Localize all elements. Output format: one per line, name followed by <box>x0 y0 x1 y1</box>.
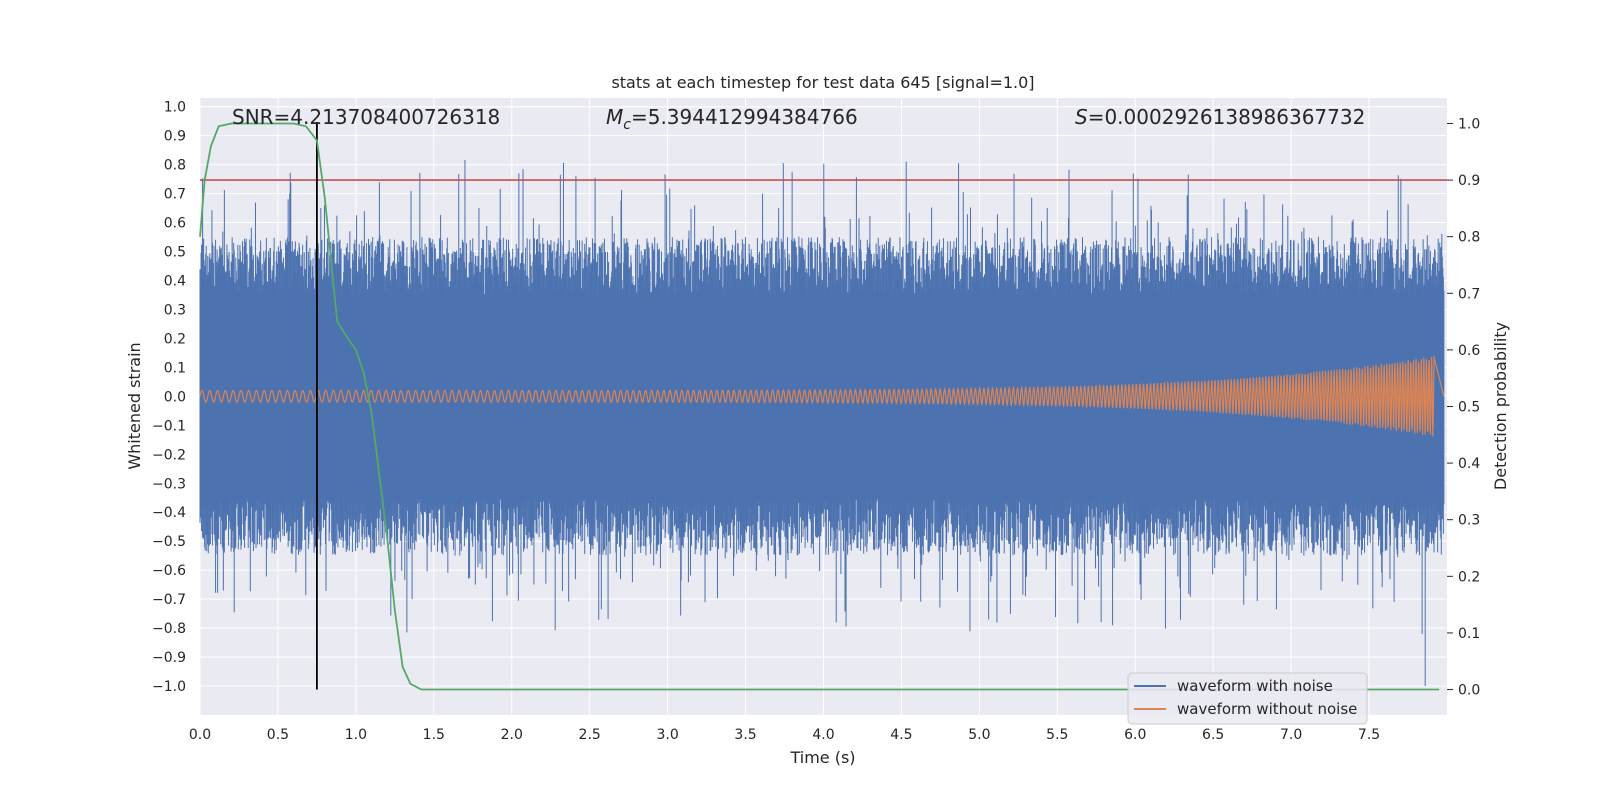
x-ticks: 0.0 0.5 1.0 1.5 2.0 2.5 3.0 3.5 4.0 4.5 5.0 5.5 6.0 6… <box>189 727 1380 743</box>
chirp-mass-value: =5.394412994384766 <box>631 105 858 129</box>
legend-label-noise: waveform with noise <box>1177 677 1333 695</box>
legend: waveform with noise waveform without noi… <box>1127 672 1368 725</box>
y-tick-label-left: 0.3 <box>164 302 186 318</box>
y-ticks-left: 1.0 0.9 0.8 0.7 0.6 0.5 0.4 0.3 0.2 0.1 0.0 −0.1 −0.… <box>152 100 186 695</box>
x-tick-label: 5.0 <box>968 727 990 743</box>
y-tick-label-right: 0.0 <box>1458 683 1480 699</box>
s-symbol: S <box>1075 105 1088 129</box>
x-tick-label: 4.0 <box>812 727 834 743</box>
y-tick-label-left: −0.9 <box>152 650 186 666</box>
y-tick-label-left: −0.3 <box>152 476 186 492</box>
x-tick-label: 4.5 <box>890 727 912 743</box>
x-tick-label: 5.5 <box>1046 727 1068 743</box>
y-tick-label-right: 0.7 <box>1458 286 1480 302</box>
y-tick-label-left: 1.0 <box>164 100 186 116</box>
y-tick-label-left: −0.1 <box>152 418 186 434</box>
y-tick-label-right: 0.4 <box>1458 456 1480 472</box>
y-tick-label-left: 0.4 <box>164 273 186 289</box>
y-tick-label-left: −1.0 <box>152 679 186 695</box>
y-axis-label-right: Detection probability <box>1491 322 1510 490</box>
series-waveform-without-noise <box>199 355 1445 437</box>
x-tick-label: 6.5 <box>1202 727 1224 743</box>
y-tick-label-left: 0.0 <box>164 389 186 405</box>
y-ticks-right: 1.0 0.9 0.8 0.7 0.6 0.5 0.4 0.3 0.2 0.1 0.0 <box>1447 116 1480 699</box>
y-tick-label-left: 0.6 <box>164 216 186 232</box>
y-tick-label-left: −0.8 <box>152 621 186 637</box>
chirp-mass-annotation: Mc=5.394412994384766 <box>606 105 858 133</box>
clean-trace <box>199 355 1445 437</box>
chirp-mass-symbol: M <box>606 105 623 129</box>
x-tick-label: 3.0 <box>656 727 678 743</box>
x-tick-label: 2.0 <box>501 727 523 743</box>
y-tick-label-left: −0.7 <box>152 592 186 608</box>
x-axis-label: Time (s) <box>789 748 855 767</box>
y-tick-label-left: −0.6 <box>152 563 186 579</box>
overlay-lines <box>199 122 1447 691</box>
y-tick-label-left: 0.7 <box>164 187 186 203</box>
y-tick-label-left: −0.4 <box>152 505 186 521</box>
x-tick-label: 2.5 <box>579 727 601 743</box>
y-tick-label-left: −0.2 <box>152 447 186 463</box>
chirp-mass-subscript: c <box>623 117 631 133</box>
x-tick-label: 0.0 <box>189 727 211 743</box>
y-tick-label-right: 0.5 <box>1458 400 1480 416</box>
y-tick-label-right: 0.6 <box>1458 343 1480 359</box>
x-tick-label: 7.5 <box>1358 727 1380 743</box>
chart-title: stats at each timestep for test data 645… <box>611 73 1034 92</box>
legend-box <box>1127 672 1368 725</box>
y-tick-label-right: 1.0 <box>1458 116 1480 132</box>
s-value: =0.0002926138986367732 <box>1088 105 1366 129</box>
y-tick-label-left: 0.9 <box>164 129 186 145</box>
y-tick-label-right: 0.8 <box>1458 230 1480 246</box>
detection-probability-line <box>199 122 1440 691</box>
y-tick-label-right: 0.3 <box>1458 513 1480 529</box>
legend-label-clean: waveform without noise <box>1177 700 1357 718</box>
y-tick-label-left: 0.2 <box>164 331 186 347</box>
x-tick-label: 1.0 <box>345 727 367 743</box>
y-tick-label-right: 0.1 <box>1458 626 1480 642</box>
y-tick-label-left: 0.5 <box>164 245 186 261</box>
x-tick-label: 6.0 <box>1124 727 1146 743</box>
y-tick-label-left: 0.1 <box>164 360 186 376</box>
x-tick-label: 0.5 <box>267 727 289 743</box>
y-tick-label-left: 0.8 <box>164 158 186 174</box>
x-tick-label: 1.5 <box>423 727 445 743</box>
y-tick-label-right: 0.9 <box>1458 173 1480 189</box>
s-annotation: S=0.0002926138986367732 <box>1075 105 1365 129</box>
y-tick-label-right: 0.2 <box>1458 569 1480 585</box>
y-tick-label-left: −0.5 <box>152 534 186 550</box>
y-axis-label-left: Whitened strain <box>125 342 144 469</box>
snr-annotation: SNR=4.213708400726318 <box>232 105 500 129</box>
x-tick-label: 3.5 <box>734 727 756 743</box>
x-tick-label: 7.0 <box>1280 727 1302 743</box>
